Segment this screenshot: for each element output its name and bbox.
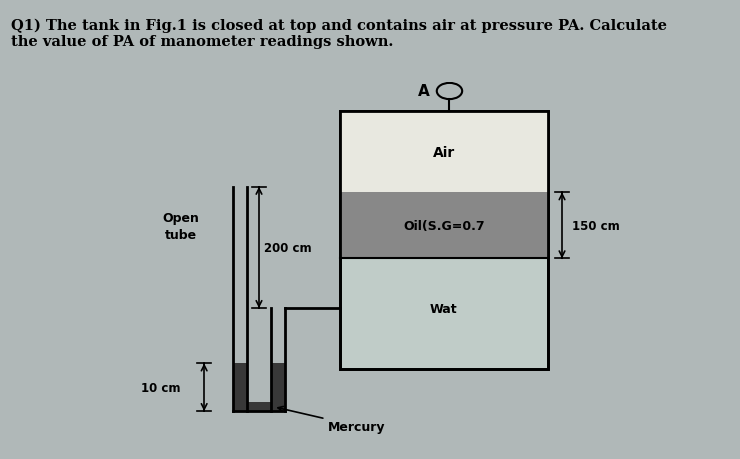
Bar xyxy=(271,364,285,411)
Text: Oil(S.G=0.7: Oil(S.G=0.7 xyxy=(403,219,485,232)
Bar xyxy=(340,193,548,259)
Text: Wat: Wat xyxy=(430,302,457,315)
Text: Air: Air xyxy=(433,146,455,159)
Bar xyxy=(233,402,285,411)
Bar xyxy=(340,112,548,193)
Text: Open: Open xyxy=(163,212,200,225)
Text: Q1) The tank in Fig.1 is closed at top and contains air at pressure PA. Calculat: Q1) The tank in Fig.1 is closed at top a… xyxy=(11,19,667,50)
Text: 10 cm: 10 cm xyxy=(141,381,180,394)
Text: tube: tube xyxy=(165,229,197,241)
Text: 150 cm: 150 cm xyxy=(573,219,620,232)
Text: 200 cm: 200 cm xyxy=(263,241,312,254)
Bar xyxy=(340,112,548,369)
Text: A: A xyxy=(417,84,429,99)
Text: Mercury: Mercury xyxy=(278,407,386,433)
Bar xyxy=(340,112,548,369)
Bar xyxy=(233,364,247,411)
